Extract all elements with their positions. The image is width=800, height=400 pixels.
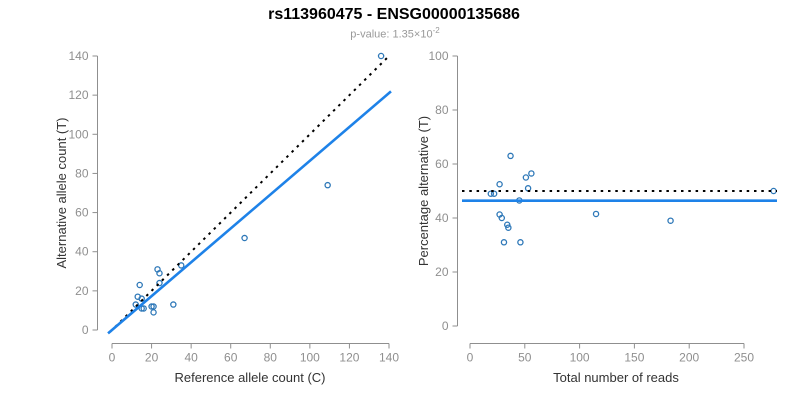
data-point: [156, 279, 163, 287]
data-point: [770, 187, 777, 195]
fit-line: [107, 90, 392, 335]
x-tick-label: 150: [624, 351, 644, 365]
data-point: [498, 214, 506, 222]
x-tick-label: 250: [734, 351, 754, 365]
data-point: [522, 174, 530, 181]
data-point: [136, 281, 143, 289]
panel-percentage-vs-coverage: 0 50 100 150 200 250 Total number of reads 0 20 4…: [416, 49, 777, 385]
identity-line: [109, 56, 389, 333]
data-point: [504, 221, 511, 228]
y-tick-label: 120: [68, 88, 88, 102]
x-tick-label: 100: [570, 351, 590, 365]
x-axis: 0 50 100 150 200 250 Total number of reads: [467, 343, 754, 385]
y-tick-label: 80: [75, 166, 89, 180]
data-point: [132, 301, 139, 308]
x-tick-label: 50: [518, 351, 532, 365]
x-axis: 0 20 40 60 80 100 120 140 Reference allele count…: [109, 343, 399, 385]
y-axis: 0 20 40 60 80 100 Percentage alternative (T): [416, 49, 458, 333]
data-point: [150, 303, 157, 310]
plot-subtitle: p-value: 1.35×10-2: [0, 26, 790, 41]
data-point: [377, 52, 385, 60]
data-point: [148, 303, 155, 310]
y-tick-label: 40: [75, 245, 89, 259]
data-point: [487, 190, 495, 197]
data-point: [505, 224, 512, 231]
data-point: [241, 234, 248, 242]
data-points: [487, 152, 777, 246]
y-tick-label: 60: [435, 157, 449, 171]
data-point: [496, 180, 503, 188]
y-tick-label: 140: [68, 49, 88, 63]
x-tick-label: 60: [224, 351, 238, 365]
x-tick-label: 0: [109, 351, 116, 365]
y-tick-label: 80: [435, 103, 449, 117]
x-axis-title: Total number of reads: [553, 370, 679, 385]
y-axis-title: Percentage alternative (T): [416, 116, 431, 266]
y-tick-label: 0: [82, 323, 89, 337]
data-point: [528, 170, 535, 177]
y-tick-label: 60: [75, 206, 89, 220]
x-tick-label: 80: [264, 351, 278, 365]
data-point: [507, 152, 514, 160]
data-point: [592, 210, 600, 218]
pvalue-exponent: -2: [432, 26, 440, 35]
data-point: [490, 190, 498, 197]
y-axis-title: Alternative allele count (T): [54, 117, 69, 268]
data-point: [517, 239, 524, 246]
y-axis: 0 20 40 60 80 100 120 140 Alternative allele cou…: [54, 49, 98, 337]
data-point: [140, 305, 147, 312]
y-tick-label: 100: [428, 49, 448, 63]
x-tick-label: 140: [379, 351, 399, 365]
y-tick-label: 20: [435, 265, 449, 279]
data-point: [177, 262, 185, 269]
data-point: [667, 217, 674, 224]
data-point: [324, 181, 331, 189]
x-tick-label: 20: [145, 351, 159, 365]
x-axis-title: Reference allele count (C): [174, 370, 325, 385]
data-point: [156, 269, 163, 277]
x-tick-label: 200: [679, 351, 699, 365]
x-tick-label: 0: [467, 351, 474, 365]
panel-allele-counts: 0 20 40 60 80 100 120 140 Reference allele count…: [54, 49, 399, 385]
x-tick-label: 100: [300, 351, 320, 365]
plot-title: rs113960475 - ENSG00000135686: [268, 6, 520, 23]
data-point: [150, 309, 157, 316]
y-tick-label: 40: [435, 211, 449, 225]
x-tick-label: 120: [339, 351, 359, 365]
y-tick-label: 0: [442, 319, 449, 333]
y-tick-label: 100: [68, 127, 88, 141]
data-point: [500, 239, 508, 246]
data-points: [132, 52, 385, 316]
y-tick-label: 20: [75, 284, 89, 298]
x-tick-label: 40: [184, 351, 198, 365]
data-point: [170, 301, 177, 308]
pvalue-text: p-value: 1.35×10: [350, 28, 433, 41]
